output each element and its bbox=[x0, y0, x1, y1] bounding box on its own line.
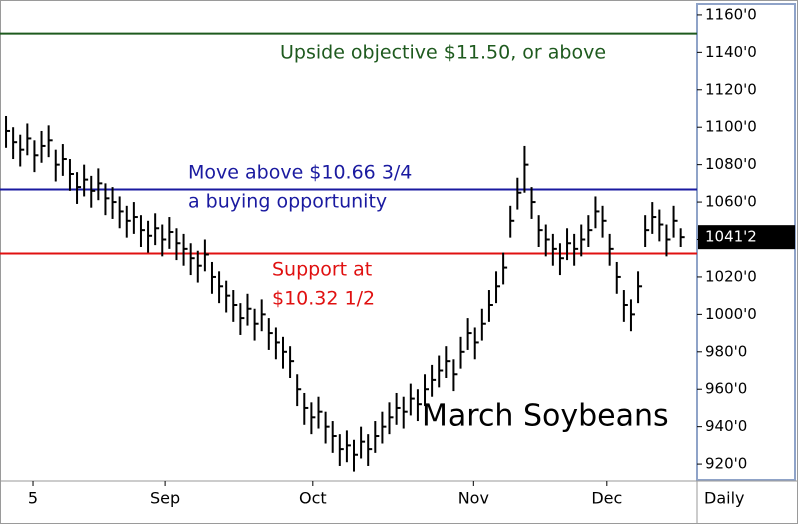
annotation: Support at bbox=[272, 259, 372, 281]
y-tick-label: 1140'0 bbox=[705, 43, 757, 61]
last-price-marker bbox=[698, 225, 795, 250]
x-tick-label: 5 bbox=[28, 489, 38, 508]
last-price-label: 1041'2 bbox=[705, 228, 757, 246]
y-tick-label: 1160'0 bbox=[705, 5, 757, 23]
y-tick-label: 1060'0 bbox=[705, 193, 757, 211]
annotation: Move above $10.66 3/4 bbox=[188, 162, 412, 184]
y-tick-label: 1080'0 bbox=[705, 155, 757, 173]
annotation: $10.32 1/2 bbox=[272, 288, 375, 310]
x-tick-label: Oct bbox=[299, 489, 327, 508]
y-tick-label: 1100'0 bbox=[705, 118, 757, 136]
y-tick-label: 920'0 bbox=[705, 455, 747, 473]
x-tick-label: Nov bbox=[458, 489, 489, 508]
x-tick-label: Dec bbox=[591, 489, 622, 508]
chart-title: March Soybeans bbox=[422, 399, 669, 434]
period-label: Daily bbox=[704, 489, 744, 508]
annotation: a buying opportunity bbox=[188, 191, 387, 213]
y-tick-label: 940'0 bbox=[705, 417, 747, 435]
y-tick-label: 1020'0 bbox=[705, 267, 757, 285]
annotation: Upside objective $11.50, or above bbox=[280, 42, 606, 64]
y-tick-label: 980'0 bbox=[705, 342, 747, 360]
y-tick-label: 1120'0 bbox=[705, 80, 757, 98]
x-tick-label: Sep bbox=[150, 489, 180, 508]
y-tick-label: 1000'0 bbox=[705, 305, 757, 323]
y-tick-label: 960'0 bbox=[705, 380, 747, 398]
